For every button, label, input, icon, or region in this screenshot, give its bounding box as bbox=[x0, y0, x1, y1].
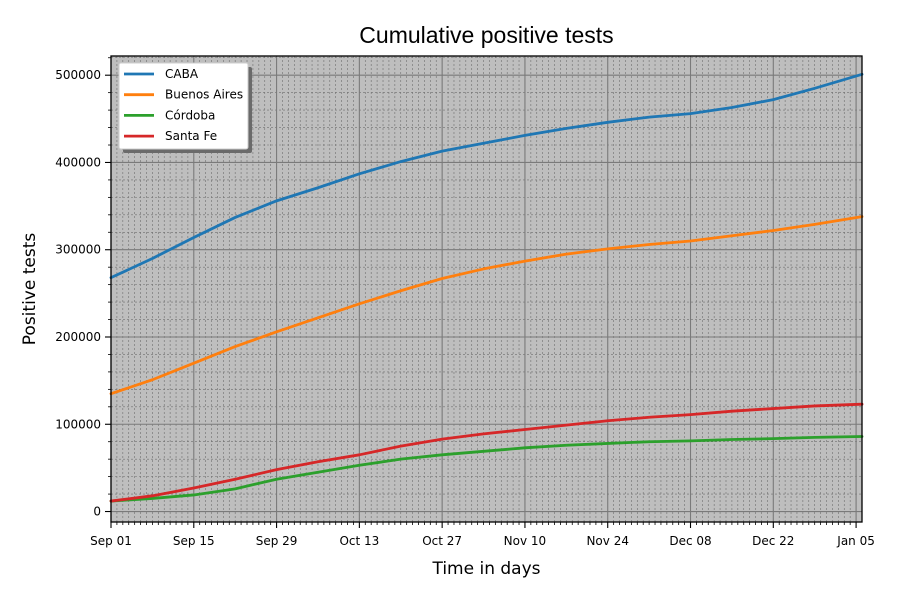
x-axis: Sep 01 Sep 15 Sep 29 Oct 13 Oct 27 Nov 10 Nov … bbox=[90, 522, 875, 548]
series-line-1 bbox=[109, 215, 864, 396]
x-tick-label: Oct 27 bbox=[422, 534, 462, 548]
legend: CABA Buenos Aires Córdoba Santa Fe bbox=[118, 62, 252, 153]
legend-label: Santa Fe bbox=[165, 129, 217, 143]
x-tick-label: Sep 29 bbox=[256, 534, 298, 548]
y-tick-label: 400000 bbox=[55, 155, 101, 169]
x-tick-label: Jan 05 bbox=[836, 534, 875, 548]
y-axis-label: Positive tests bbox=[20, 233, 40, 346]
series-layer bbox=[109, 72, 864, 503]
chart-title: Cumulative positive tests bbox=[359, 22, 613, 48]
legend-box bbox=[118, 62, 249, 150]
series-line-2 bbox=[109, 435, 864, 503]
y-tick-label: 200000 bbox=[55, 330, 101, 344]
series-line-3 bbox=[109, 402, 864, 503]
y-tick-label: 500000 bbox=[55, 68, 101, 82]
y-tick-label: 100000 bbox=[55, 417, 101, 431]
x-tick-label: Sep 01 bbox=[90, 534, 132, 548]
minor-grid bbox=[111, 56, 862, 522]
x-axis-label: Time in days bbox=[431, 559, 540, 579]
x-tick-label: Nov 24 bbox=[586, 534, 629, 548]
x-tick-label: Dec 08 bbox=[669, 534, 711, 548]
y-tick-label: 0 bbox=[93, 505, 101, 519]
x-tick-label: Oct 13 bbox=[339, 534, 379, 548]
legend-label: Buenos Aires bbox=[165, 88, 243, 102]
legend-label: Córdoba bbox=[165, 108, 215, 122]
plot-frame bbox=[110, 55, 863, 523]
legend-label: CABA bbox=[165, 67, 199, 81]
x-tick-label: Nov 10 bbox=[504, 534, 547, 548]
y-tick-label: 300000 bbox=[55, 243, 101, 257]
y-axis: 0 100000 200000 300000 400000 500000 bbox=[55, 57, 111, 519]
series-line-0 bbox=[109, 72, 864, 280]
x-tick-label: Dec 22 bbox=[752, 534, 794, 548]
x-tick-label: Sep 15 bbox=[173, 534, 215, 548]
